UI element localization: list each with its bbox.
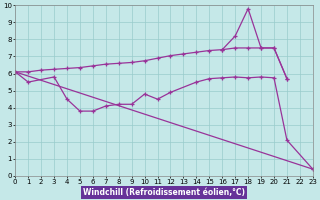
X-axis label: Windchill (Refroidissement éolien,°C): Windchill (Refroidissement éolien,°C) [83, 188, 245, 197]
